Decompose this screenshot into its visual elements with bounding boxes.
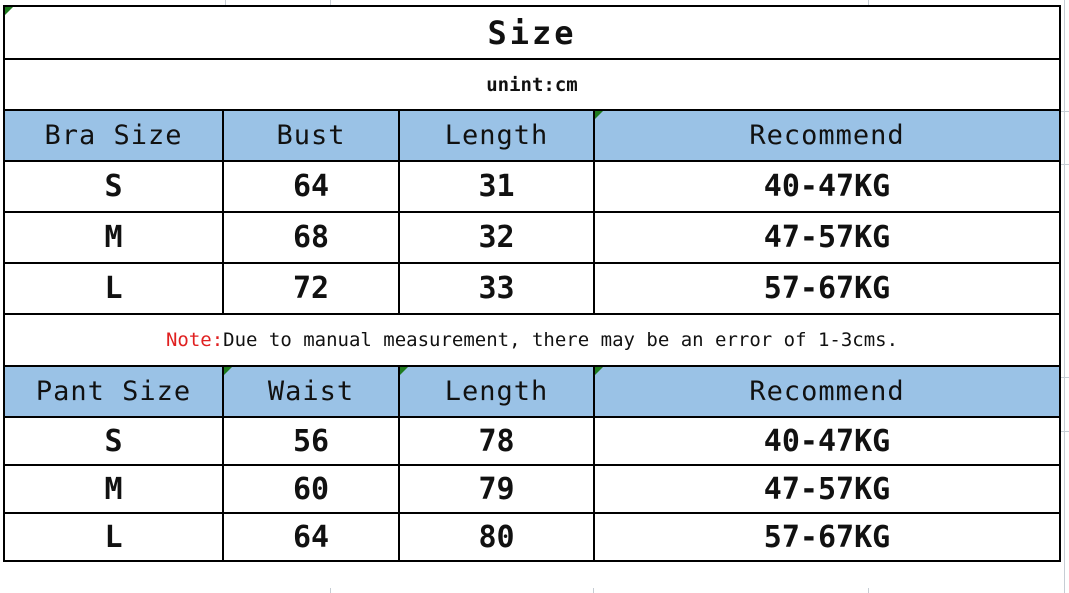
gridline [330, 0, 331, 5]
bra-header-recommend: Recommend [593, 109, 1061, 162]
header-label: Bust [276, 120, 346, 151]
gridline [330, 588, 331, 593]
error-indicator-icon [596, 368, 603, 375]
header-label: Recommend [749, 120, 905, 151]
pant-s-recommend: 40-47KG [593, 416, 1061, 466]
pant-m-size: M [3, 464, 224, 514]
table-row: S 64 31 40-47KG [3, 160, 1061, 213]
bra-l-recommend: 57-67KG [593, 262, 1061, 315]
bra-m-length: 32 [398, 211, 595, 264]
bra-s-bust: 64 [222, 160, 400, 213]
bra-header-bust: Bust [222, 109, 400, 162]
bra-s-size: S [3, 160, 224, 213]
measurement-note: Note:Due to manual measurement, there ma… [3, 313, 1061, 367]
error-indicator-icon [596, 112, 603, 119]
header-label: Recommend [749, 376, 905, 407]
table-row: M 68 32 47-57KG [3, 211, 1061, 264]
pant-m-length: 79 [398, 464, 595, 514]
gridline [1059, 431, 1069, 432]
pant-s-waist: 56 [222, 416, 400, 466]
pant-l-size: L [3, 512, 224, 562]
note-text: Due to manual measurement, there may be … [223, 329, 899, 351]
gridline [1059, 377, 1069, 378]
note-prefix: Note: [165, 329, 224, 351]
header-label: Length [444, 376, 549, 407]
table-row: L 72 33 57-67KG [3, 262, 1061, 315]
pant-l-recommend: 57-67KG [593, 512, 1061, 562]
bra-header-size: Bra Size [3, 109, 224, 162]
error-indicator-icon [401, 368, 408, 375]
bra-l-length: 33 [398, 262, 595, 315]
header-label: Pant Size [35, 376, 192, 407]
unit-cell: unint:cm [3, 58, 1061, 111]
error-indicator-icon [225, 368, 232, 375]
pant-s-length: 78 [398, 416, 595, 466]
bra-s-length: 31 [398, 160, 595, 213]
chart-title-cell: Size [3, 5, 1061, 60]
bra-m-size: M [3, 211, 224, 264]
bra-m-bust: 68 [222, 211, 400, 264]
pant-header-size: Pant Size [3, 365, 224, 418]
pant-header-length: Length [398, 365, 595, 418]
pant-l-waist: 64 [222, 512, 400, 562]
bra-l-size: L [3, 262, 224, 315]
pant-header-waist: Waist [222, 365, 400, 418]
pant-m-waist: 60 [222, 464, 400, 514]
gridline [868, 588, 869, 593]
bra-l-bust: 72 [222, 262, 400, 315]
unit-label: unint:cm [486, 73, 578, 96]
gridline [868, 0, 869, 5]
gridline [593, 588, 594, 593]
gridline [1064, 0, 1065, 593]
table-row: L 64 80 57-67KG [3, 512, 1061, 562]
bra-header-length: Length [398, 109, 595, 162]
gridline [1059, 164, 1069, 165]
table-row: M 60 79 47-57KG [3, 464, 1061, 514]
chart-title: Size [487, 13, 577, 52]
error-indicator-icon [6, 8, 13, 15]
bra-s-recommend: 40-47KG [593, 160, 1061, 213]
pant-l-length: 80 [398, 512, 595, 562]
gridline [1059, 111, 1069, 112]
pant-m-recommend: 47-57KG [593, 464, 1061, 514]
pant-header-recommend: Recommend [593, 365, 1061, 418]
header-label: Bra Size [44, 120, 183, 151]
pant-s-size: S [3, 416, 224, 466]
header-label: Length [444, 120, 549, 151]
bra-m-recommend: 47-57KG [593, 211, 1061, 264]
size-chart-table: Size unint:cm Bra Size Bust Length Recom… [3, 5, 1061, 562]
gridline [225, 0, 226, 5]
table-row: S 56 78 40-47KG [3, 416, 1061, 466]
header-label: Waist [267, 376, 355, 407]
